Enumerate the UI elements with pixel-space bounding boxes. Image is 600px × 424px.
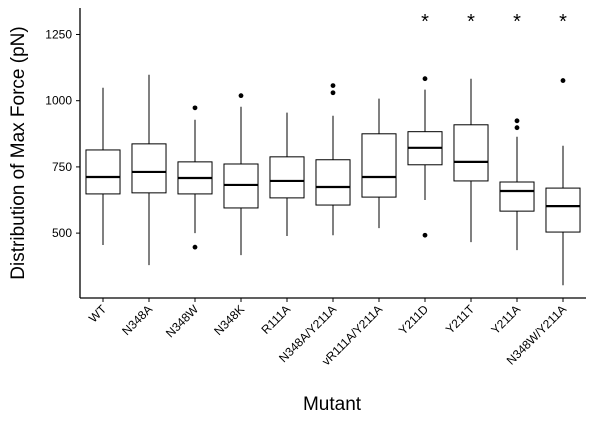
box [361, 133, 397, 198]
x-tick-label: Y211A [488, 302, 523, 337]
box [269, 156, 305, 199]
box [545, 187, 581, 233]
outlier [192, 244, 198, 250]
outlier [330, 90, 336, 96]
box [499, 181, 535, 212]
outlier [560, 78, 566, 83]
outlier [238, 93, 244, 99]
x-tick-label: R111A [259, 302, 294, 337]
outlier [514, 125, 520, 131]
significance-label: * [513, 11, 521, 33]
box [453, 124, 489, 182]
y-tick-label: 1250 [45, 27, 72, 41]
x-tick-label: N348W [163, 302, 202, 341]
outlier [330, 83, 336, 88]
x-tick-label: Y211D [396, 302, 431, 337]
y-tick-label: 750 [52, 160, 72, 174]
x-tick-label: N348K [211, 302, 247, 338]
box [315, 159, 351, 206]
outlier [422, 232, 428, 238]
outlier [514, 118, 520, 124]
significance-label: * [559, 11, 567, 33]
outlier [422, 76, 428, 82]
x-tick-label: Y211T [443, 302, 478, 337]
box [85, 149, 121, 195]
significance-label: * [467, 11, 475, 33]
significance-label: * [421, 11, 429, 33]
box [131, 143, 167, 194]
x-tick-label: WT [86, 302, 110, 326]
x-axis-title: Mutant [303, 394, 362, 415]
y-tick-label: 1000 [45, 94, 72, 108]
outlier [192, 105, 198, 111]
y-axis-title: Distribution of Max Force (pN) [8, 26, 29, 279]
x-tick-label: N348A [119, 302, 155, 338]
y-tick-label: 500 [52, 226, 72, 240]
